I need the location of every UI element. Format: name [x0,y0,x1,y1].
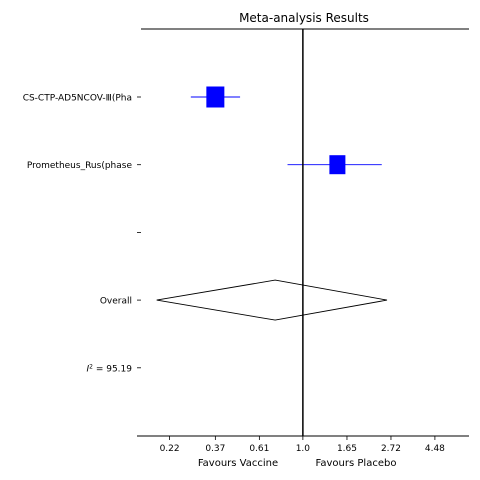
row-label: Overall [100,297,132,307]
study-marker [206,86,225,108]
study-marker [329,155,346,175]
row-label: CS-CTP-AD5NCOV-Ⅲ(Pha [23,94,132,104]
overall-diamond [156,279,388,321]
row-label: Prometheus_Rus(phase [27,161,133,171]
row-label: I2 = 95.19 [86,363,132,374]
x-label-favours-vaccine: Favours Vaccine [198,458,278,469]
x-tick-label: 1.65 [337,444,357,454]
rows-layer: CS-CTP-AD5NCOV-Ⅲ(Pha Prometheus_Rus(phase… [23,86,388,374]
x-tick-label: 0.37 [205,444,225,454]
x-tick-label: 2.72 [381,444,401,454]
x-label-favours-placebo: Favours Placebo [316,458,397,469]
x-tick-label: 0.61 [249,444,269,454]
x-tick-label: 0.22 [160,444,180,454]
x-tick-label: 4.48 [425,444,445,454]
chart-title: Meta-analysis Results [239,11,369,25]
x-tick-label: 1.0 [296,444,311,454]
x-ticks-layer: 0.22 0.37 0.61 1.0 1.65 2.72 4.48 [160,436,445,454]
